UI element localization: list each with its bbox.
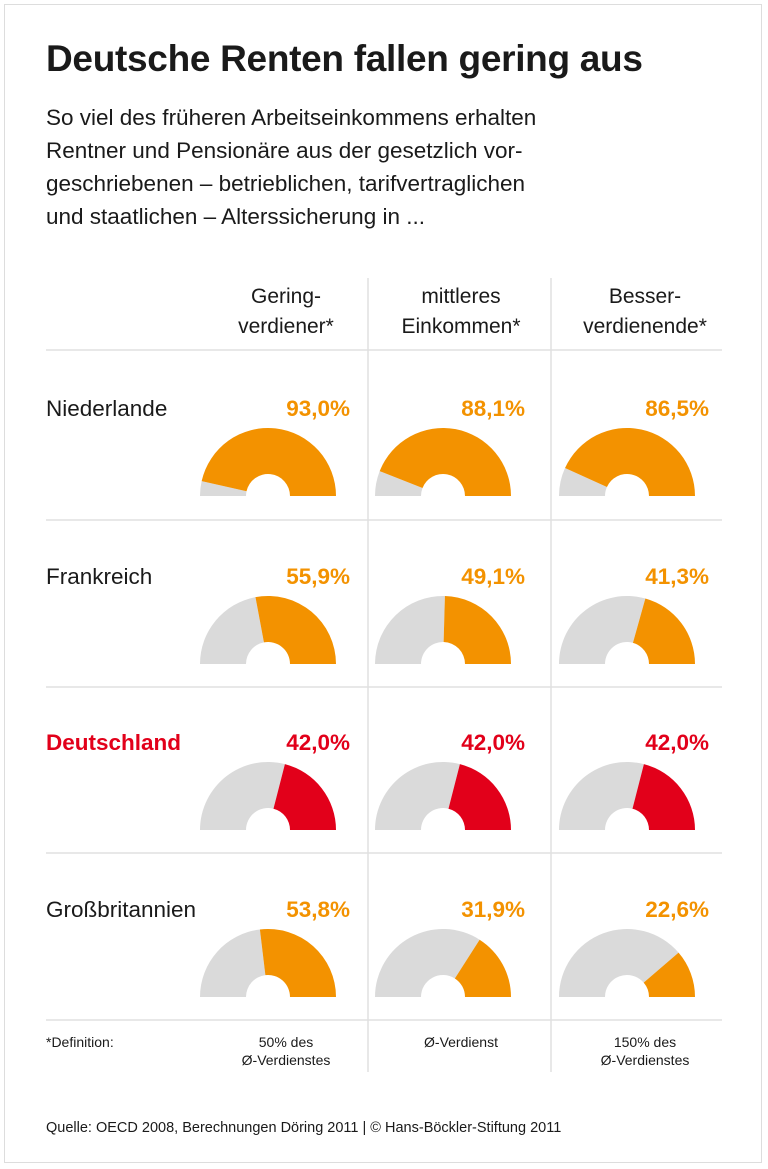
column-header: Einkommen* — [401, 315, 520, 338]
subtitle-line: und staatlichen – Alterssicherung in ... — [46, 204, 425, 229]
half-donut-value — [259, 929, 336, 997]
half-donut-value — [643, 952, 695, 997]
subtitle-line: So viel des früheren Arbeitseinkommens e… — [46, 105, 537, 130]
half-donut-value — [201, 428, 336, 496]
half-donut-remainder — [200, 929, 266, 997]
half-donut-remainder — [200, 597, 264, 664]
value-label: 93,0% — [286, 396, 350, 421]
column-header: verdiener* — [238, 315, 334, 338]
half-donut-remainder — [559, 929, 679, 997]
column-definition: Ø-Verdienst — [424, 1034, 498, 1050]
half-donut-value — [273, 764, 336, 830]
value-label: 53,8% — [286, 897, 350, 922]
half-donut-remainder — [559, 596, 646, 664]
country-label: Niederlande — [46, 396, 167, 421]
country-label: Frankreich — [46, 564, 152, 589]
value-label: 42,0% — [286, 730, 350, 755]
half-donut-value — [448, 764, 511, 830]
definition-label: *Definition: — [46, 1034, 114, 1050]
column-header: verdienende* — [583, 315, 707, 338]
half-donut-remainder — [375, 928, 480, 997]
country-label: Deutschland — [46, 730, 181, 755]
half-donut-remainder — [200, 762, 285, 830]
half-donut-remainder — [375, 762, 460, 830]
subtitle-line: Rentner und Pensionäre aus der gesetzlic… — [46, 138, 523, 163]
half-donut-remainder — [375, 595, 445, 664]
value-label: 86,5% — [645, 396, 709, 421]
value-label: 41,3% — [645, 564, 709, 589]
half-donut-value — [255, 596, 336, 664]
frame — [4, 4, 762, 1163]
value-label: 55,9% — [286, 564, 350, 589]
column-definition: 150% des — [614, 1034, 676, 1050]
half-donut-remainder — [375, 471, 423, 496]
half-donut-remainder — [559, 468, 607, 496]
chart-subtitle: So viel des früheren Arbeitseinkommens e… — [46, 101, 726, 233]
half-donut-value — [379, 427, 511, 496]
column-header: mittleres — [421, 285, 500, 308]
half-donut-value — [454, 939, 511, 997]
column-definition: Ø-Verdienstes — [242, 1052, 331, 1068]
value-label: 22,6% — [645, 897, 709, 922]
value-label: 49,1% — [461, 564, 525, 589]
column-header: Besser- — [609, 285, 681, 308]
value-label: 42,0% — [461, 730, 525, 755]
subtitle-line: geschriebenen – betrieblichen, tarifvert… — [46, 171, 526, 196]
value-label: 31,9% — [461, 897, 525, 922]
column-header: Gering- — [251, 285, 321, 308]
half-donut-remainder — [559, 762, 644, 830]
half-donut-value — [632, 764, 695, 830]
half-donut-value — [565, 427, 695, 496]
value-label: 88,1% — [461, 396, 525, 421]
half-donut-value — [632, 598, 695, 664]
half-donut-value — [443, 596, 511, 664]
source-note: Quelle: OECD 2008, Berechnungen Döring 2… — [46, 1120, 562, 1136]
chart-title: Deutsche Renten fallen gering aus — [46, 38, 643, 79]
half-donut-remainder — [200, 481, 247, 496]
column-definition: 50% des — [259, 1034, 313, 1050]
country-label: Großbritannien — [46, 897, 196, 922]
value-label: 42,0% — [645, 730, 709, 755]
column-definition: Ø-Verdienstes — [601, 1052, 690, 1068]
